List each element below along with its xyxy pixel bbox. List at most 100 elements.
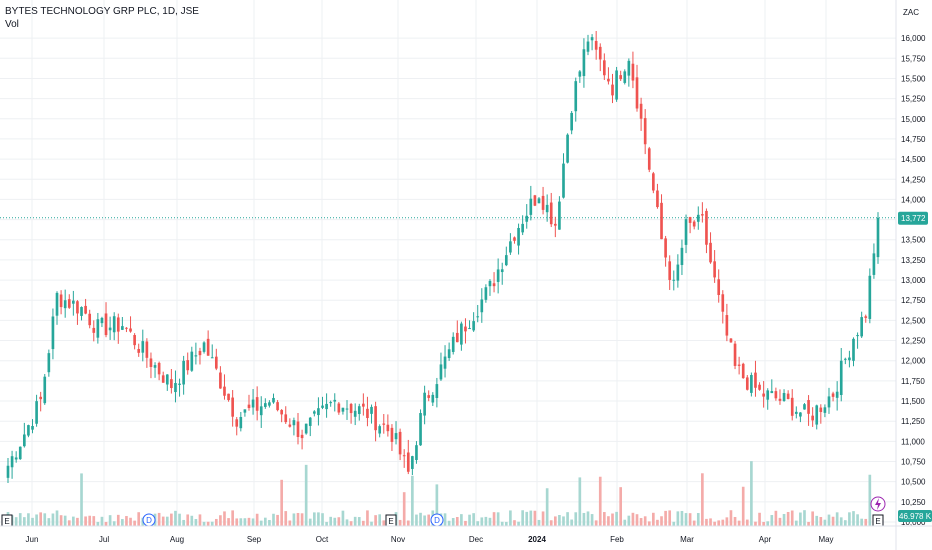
- price-tick-label: 14,750: [901, 135, 926, 144]
- volume-bar: [43, 513, 47, 526]
- candle-body: [713, 261, 716, 278]
- candle-body: [259, 406, 263, 416]
- volume-bar: [594, 520, 598, 526]
- candle-body: [182, 360, 185, 385]
- volume-bar: [276, 514, 279, 526]
- time-axis[interactable]: Jun Jul Aug Sep Oct Nov Dec 2024 Feb Mar Apr May: [0, 525, 932, 544]
- candle-body: [598, 46, 602, 60]
- volume-bar: [112, 521, 116, 526]
- price-tick-label: 11,500: [901, 397, 925, 406]
- volume-bar: [427, 514, 431, 526]
- volume-bar: [349, 521, 353, 526]
- candle-body: [390, 427, 394, 442]
- volume-bar: [345, 519, 349, 526]
- candle-body: [786, 393, 790, 400]
- volume-bar: [357, 517, 361, 526]
- candle-body: [329, 402, 333, 404]
- volume-bar: [558, 515, 561, 526]
- candle-body: [276, 402, 279, 411]
- volume-bar: [745, 519, 749, 526]
- volume-bar: [492, 512, 496, 526]
- candle-body: [594, 40, 598, 50]
- volume-bar: [856, 514, 859, 526]
- volume-bar: [737, 520, 741, 526]
- volume-bar: [460, 514, 463, 526]
- candle-body: [652, 173, 655, 191]
- candle-body: [129, 328, 132, 332]
- candle-body: [378, 426, 382, 434]
- candle-body: [754, 372, 757, 388]
- volume-bar: [370, 521, 373, 526]
- candle-body: [362, 403, 365, 407]
- price-tick-label: 15,500: [901, 74, 926, 83]
- candle-body: [856, 335, 859, 337]
- volume-bar: [296, 512, 300, 526]
- volume-bar: [84, 516, 87, 526]
- volume-bar: [799, 512, 802, 526]
- candle-body: [835, 391, 839, 398]
- volume-indicator-label[interactable]: Vol: [5, 19, 19, 30]
- volume-bar: [504, 521, 508, 526]
- candle-body: [165, 374, 169, 385]
- last-volume-label: 46.978 K: [899, 512, 932, 521]
- candle-body: [227, 393, 230, 401]
- time-tick-label: Apr: [759, 535, 772, 544]
- candle-body: [137, 348, 141, 353]
- volume-bar: [39, 512, 43, 526]
- candle-body: [423, 392, 426, 416]
- volume-bar: [190, 515, 194, 526]
- currency-text: ZAC: [903, 8, 919, 17]
- volume-bar: [227, 518, 230, 526]
- volume-bar: [529, 510, 533, 526]
- volume-bar: [268, 519, 271, 526]
- volume-bar: [778, 517, 782, 526]
- price-axis[interactable]: 10,000 10,250 10,500 10,750 11,000 11,250 11,5…: [901, 34, 926, 527]
- candle-body: [308, 417, 312, 426]
- candle-body: [611, 84, 614, 96]
- volume-bar: [239, 518, 243, 526]
- candle-body: [455, 332, 459, 343]
- volume-bar: [794, 520, 798, 526]
- volume-bar: [835, 512, 839, 526]
- candle-body: [623, 71, 627, 83]
- price-tick-label: 16,000: [901, 34, 926, 43]
- volume-bar: [272, 513, 275, 526]
- volume-bar: [533, 510, 537, 526]
- candle-body: [18, 446, 22, 460]
- volume-bar: [586, 511, 590, 526]
- candle-body: [709, 242, 712, 263]
- candle-body: [341, 407, 345, 412]
- symbol-title[interactable]: BYTES TECHNOLOGY GRP PLC, 1D, JSE: [5, 6, 199, 17]
- volume-bar: [121, 519, 124, 526]
- volume-bar: [598, 476, 602, 526]
- price-tick-label: 13,000: [901, 276, 926, 285]
- chart-legend[interactable]: BYTES TECHNOLOGY GRP PLC, 1D, JSE Vol: [5, 5, 199, 31]
- time-tick-label: Feb: [610, 535, 624, 544]
- volume-bar: [178, 513, 181, 526]
- last-price-badge: 13,772: [898, 211, 928, 225]
- dividend-marker-text: D: [434, 516, 440, 525]
- price-tick-label: 15,250: [901, 95, 926, 104]
- candle-body: [121, 326, 124, 330]
- volume-bar: [51, 513, 55, 526]
- last-price-label: 13,772: [901, 214, 926, 223]
- volume-bar: [868, 474, 872, 526]
- candle-body: [741, 363, 745, 379]
- candle-body: [161, 375, 165, 383]
- volume-bar: [464, 520, 467, 526]
- volume-bar: [676, 511, 680, 526]
- candle-body: [831, 393, 835, 397]
- volume-bar: [562, 516, 565, 526]
- candle-body: [47, 353, 51, 373]
- candle-body: [59, 294, 63, 308]
- volume-bar: [782, 513, 786, 526]
- candle-body: [333, 399, 337, 402]
- candle-body: [415, 445, 418, 461]
- candle-body: [435, 384, 439, 399]
- candle-body: [349, 403, 353, 414]
- volume-bar: [198, 514, 202, 526]
- candle-body: [480, 299, 484, 313]
- volume-bar: [770, 515, 774, 526]
- candle-body: [692, 221, 696, 227]
- volume-bar: [174, 510, 177, 526]
